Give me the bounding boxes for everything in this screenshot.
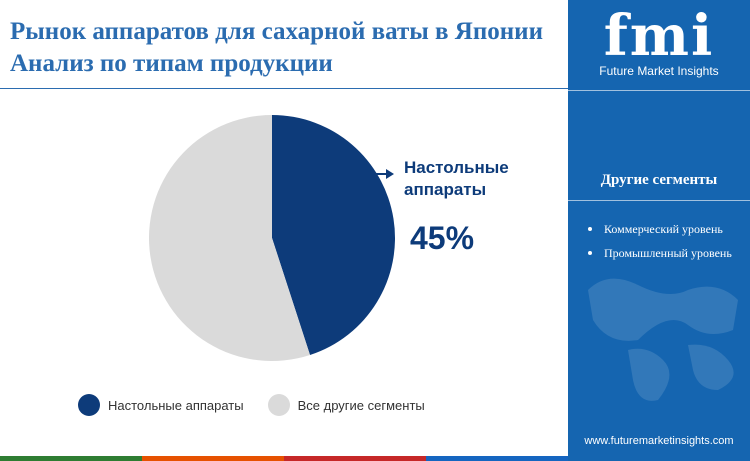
legend-swatch-tabletop (78, 394, 100, 416)
segment-item: Коммерческий уровень (586, 222, 750, 237)
side-panel: fmi Future Market Insights Другие сегмен… (568, 0, 750, 461)
legend-label-tabletop: Настольные аппараты (108, 397, 244, 413)
logo-mark: fmi (603, 3, 715, 69)
segment-item-label: Коммерческий уровень (604, 222, 723, 236)
segment-item: Промышленный уровень (586, 246, 750, 261)
title-divider (0, 88, 568, 89)
other-segments-title: Другие сегменты (600, 172, 718, 188)
bullet-icon (588, 227, 592, 231)
bottom-bar-segment (142, 456, 284, 461)
segments-divider (568, 200, 750, 201)
callout-label: Настольные аппараты (404, 158, 509, 199)
bottom-bar-segment (284, 456, 426, 461)
callout-arrow-icon (386, 169, 394, 179)
bottom-bar-segment (426, 456, 568, 461)
website-url: www.futuremarketinsights.com (584, 435, 734, 447)
chart-legend: Настольные аппараты Все другие сегменты (78, 394, 449, 416)
legend-label-other: Все другие сегменты (297, 397, 425, 413)
bottom-bar-segment (0, 456, 142, 461)
pie-chart (148, 115, 395, 362)
segment-item-label: Промышленный уровень (604, 246, 732, 260)
world-map-pattern (588, 278, 738, 401)
other-segments-list: Коммерческий уровень Промышленный уровен… (586, 222, 750, 270)
logo-company-name: Future Market Insights (599, 64, 719, 78)
pie-slice-tabletop (272, 115, 395, 355)
legend-item-tabletop: Настольные аппараты (78, 394, 244, 416)
pie-slice-other (148, 115, 311, 362)
bullet-icon (588, 251, 592, 255)
legend-item-other: Все другие сегменты (267, 394, 425, 416)
callout-value: 45% (410, 220, 475, 256)
legend-swatch-other (267, 394, 290, 416)
logo-divider (568, 90, 750, 91)
fmi-logo: fmi Future Market Insights (568, 8, 750, 78)
chart-title: Рынок аппаратов для сахарной ваты в Япон… (10, 18, 543, 77)
bottom-color-bar (0, 456, 568, 461)
